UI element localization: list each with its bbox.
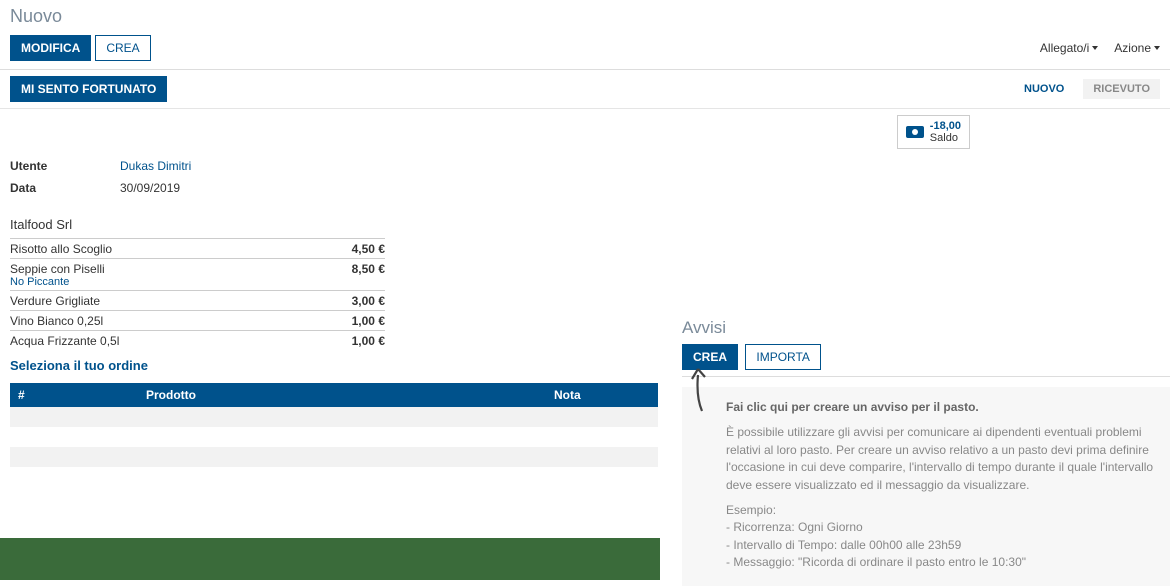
- col-nota: Nota: [546, 383, 658, 407]
- balance-label: Saldo: [930, 132, 961, 144]
- status-arrow-icon: [1073, 78, 1083, 100]
- menu-item-note: No Piccante: [10, 276, 105, 288]
- menu-item-name: Risotto allo Scoglio: [10, 242, 112, 256]
- esempio-line-3: - Messaggio: "Ricorda di ordinare il pas…: [726, 554, 1156, 571]
- supplier-section: Italfood Srl Risotto allo Scoglio 4,50 € S…: [10, 217, 385, 350]
- esempio-line-1: - Ricorrenza: Ogni Giorno: [726, 519, 1156, 536]
- money-icon: [906, 126, 924, 138]
- page-title: Nuovo: [0, 0, 1170, 31]
- green-bar: [0, 538, 660, 580]
- arrow-up-icon: [688, 367, 714, 413]
- menu-item-row: Seppie con PiselliNo Piccante 8,50 €: [10, 258, 385, 290]
- chevron-down-icon: [1154, 46, 1160, 50]
- menu-item-row: Verdure Grigliate 3,00 €: [10, 290, 385, 310]
- menu-item-price: 8,50 €: [352, 262, 385, 288]
- table-row: [10, 407, 658, 427]
- main-toolbar: MODIFICA CREA Allegato/i Azione: [0, 31, 1170, 70]
- subbar: MI SENTO FORTUNATO NUOVO RICEVUTO: [0, 70, 1170, 109]
- help-text: Fai clic qui per creare un avviso per il…: [726, 399, 1156, 572]
- order-table: # Prodotto Nota: [10, 383, 658, 487]
- allegato-dropdown[interactable]: Allegato/i: [1040, 41, 1098, 55]
- menu-item-name: Seppie con Piselli: [10, 262, 105, 276]
- avvisi-help-body: Fai clic qui per creare un avviso per il…: [682, 387, 1170, 586]
- allegato-label: Allegato/i: [1040, 41, 1089, 55]
- supplier-name: Italfood Srl: [10, 217, 385, 232]
- balance-box: -18,00 Saldo: [897, 115, 970, 149]
- avvisi-importa-button[interactable]: IMPORTA: [745, 344, 821, 370]
- menu-item-name: Verdure Grigliate: [10, 294, 100, 308]
- toolbar-right: Allegato/i Azione: [1040, 41, 1160, 55]
- avvisi-buttons: CREA IMPORTA: [682, 344, 1170, 370]
- utente-value[interactable]: Dukas Dimitri: [120, 159, 191, 173]
- utente-label: Utente: [10, 159, 120, 173]
- order-link[interactable]: Seleziona il tuo ordine: [10, 358, 148, 373]
- modifica-button[interactable]: MODIFICA: [10, 35, 91, 61]
- table-row: [10, 467, 658, 487]
- data-label: Data: [10, 181, 120, 195]
- menu-item-row: Vino Bianco 0,25l 1,00 €: [10, 310, 385, 330]
- menu-item-row: Risotto allo Scoglio 4,50 €: [10, 238, 385, 258]
- divider: [682, 376, 1170, 377]
- chevron-down-icon: [1092, 46, 1098, 50]
- menu-item-name: Vino Bianco 0,25l: [10, 314, 103, 328]
- data-value: 30/09/2019: [120, 181, 180, 195]
- status-tabs: NUOVO RICEVUTO: [1014, 78, 1160, 100]
- table-row: [10, 427, 658, 447]
- balance-amount: -18,00: [930, 120, 961, 132]
- info-row-utente: Utente Dukas Dimitri: [10, 159, 1160, 173]
- menu-item-price: 1,00 €: [352, 314, 385, 328]
- azione-dropdown[interactable]: Azione: [1114, 41, 1160, 55]
- help-body-text: È possibile utilizzare gli avvisi per co…: [726, 424, 1156, 494]
- azione-label: Azione: [1114, 41, 1151, 55]
- crea-button[interactable]: CREA: [95, 35, 150, 61]
- status-tab-nuovo[interactable]: NUOVO: [1014, 79, 1074, 99]
- status-tab-ricevuto[interactable]: RICEVUTO: [1083, 79, 1160, 99]
- menu-item-row: Acqua Frizzante 0,5l 1,00 €: [10, 330, 385, 350]
- lucky-button[interactable]: MI SENTO FORTUNATO: [10, 76, 167, 102]
- menu-item-name: Acqua Frizzante 0,5l: [10, 334, 119, 348]
- menu-item-price: 1,00 €: [352, 334, 385, 348]
- avvisi-title: Avvisi: [682, 318, 1170, 338]
- menu-item-price: 3,00 €: [352, 294, 385, 308]
- help-title: Fai clic qui per creare un avviso per il…: [726, 399, 1156, 416]
- col-num: #: [10, 383, 138, 407]
- avvisi-panel: Avvisi CREA IMPORTA Fai clic qui per cre…: [682, 318, 1170, 586]
- table-row: [10, 447, 658, 467]
- info-row-data: Data 30/09/2019: [10, 181, 1160, 195]
- esempio-label: Esempio:: [726, 502, 1156, 519]
- esempio-line-2: - Intervallo di Tempo: dalle 00h00 alle …: [726, 537, 1156, 554]
- menu-item-price: 4,50 €: [352, 242, 385, 256]
- col-prodotto: Prodotto: [138, 383, 546, 407]
